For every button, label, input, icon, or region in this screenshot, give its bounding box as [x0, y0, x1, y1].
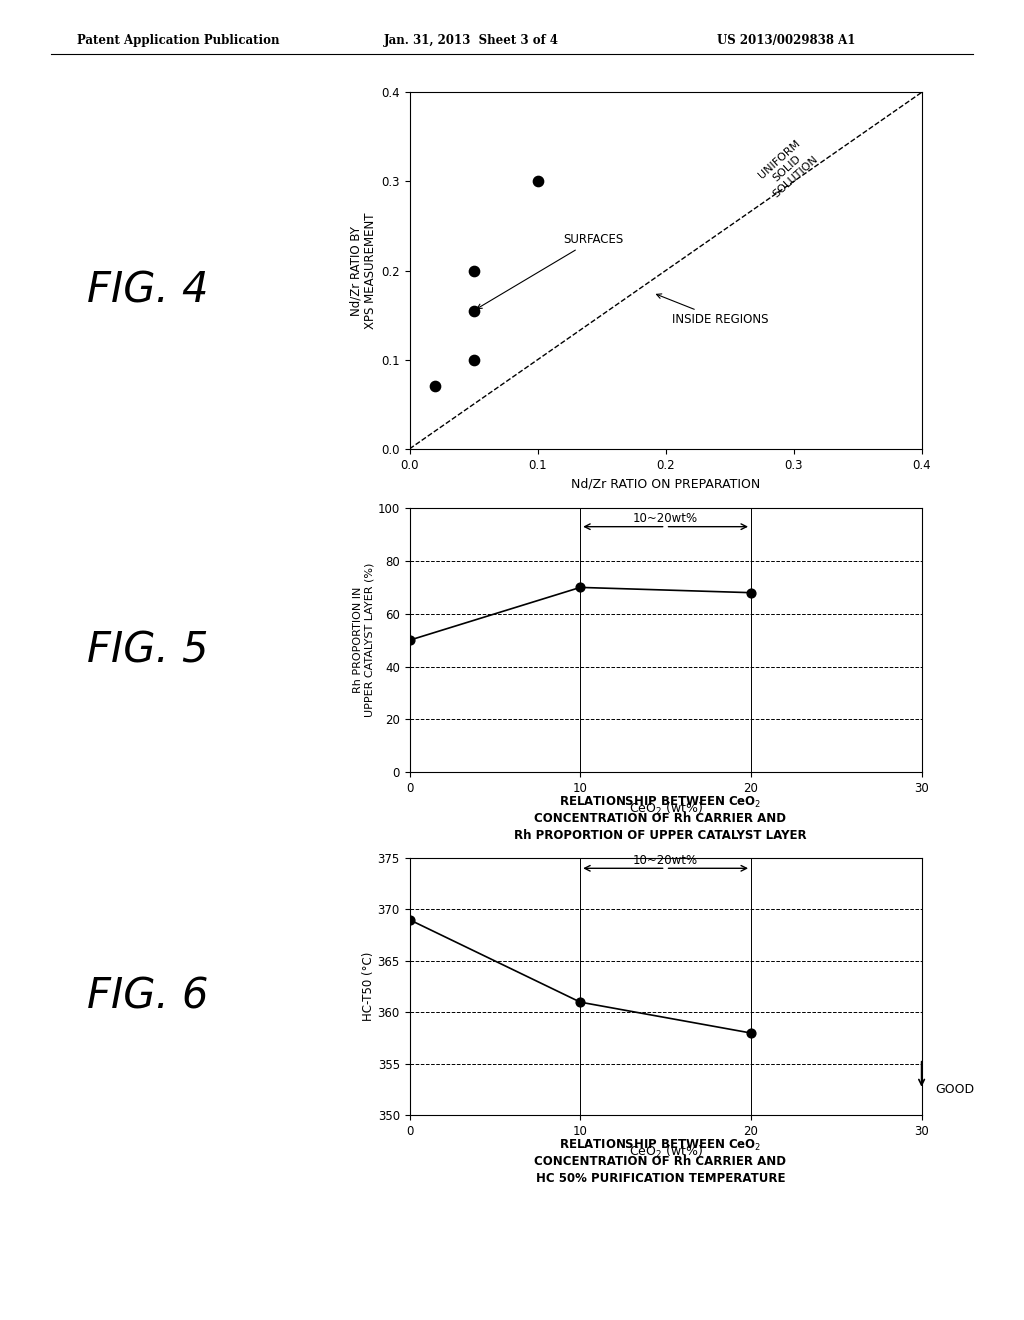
- Point: [572, 991, 589, 1012]
- Text: CONCENTRATION OF Rh CARRIER AND: CONCENTRATION OF Rh CARRIER AND: [535, 1155, 786, 1168]
- Text: HC 50% PURIFICATION TEMPERATURE: HC 50% PURIFICATION TEMPERATURE: [536, 1172, 785, 1185]
- Point: [465, 348, 482, 370]
- Text: 10~20wt%: 10~20wt%: [633, 854, 698, 866]
- Point: [427, 376, 443, 397]
- Text: FIG. 6: FIG. 6: [87, 975, 209, 1018]
- Text: FIG. 5: FIG. 5: [87, 630, 209, 672]
- Text: GOOD: GOOD: [935, 1084, 975, 1096]
- Point: [401, 909, 418, 931]
- Text: CONCENTRATION OF Rh CARRIER AND: CONCENTRATION OF Rh CARRIER AND: [535, 812, 786, 825]
- X-axis label: CeO$_2$ (wt%): CeO$_2$ (wt%): [629, 1143, 702, 1160]
- X-axis label: Nd/Zr RATIO ON PREPARATION: Nd/Zr RATIO ON PREPARATION: [571, 477, 760, 490]
- Text: UNIFORM
SOLID
SOLUTION: UNIFORM SOLID SOLUTION: [755, 137, 819, 199]
- Text: FIG. 4: FIG. 4: [87, 269, 209, 312]
- Point: [572, 577, 589, 598]
- Point: [401, 630, 418, 651]
- Y-axis label: Nd/Zr RATIO BY
XPS MEASUREMENT: Nd/Zr RATIO BY XPS MEASUREMENT: [349, 213, 377, 329]
- Point: [742, 1023, 759, 1044]
- X-axis label: CeO$_2$ (wt%): CeO$_2$ (wt%): [629, 800, 702, 817]
- Text: INSIDE REGIONS: INSIDE REGIONS: [656, 294, 768, 326]
- Y-axis label: Rh PROPORTION IN
UPPER CATALYST LAYER (%): Rh PROPORTION IN UPPER CATALYST LAYER (%…: [353, 564, 375, 717]
- Point: [465, 300, 482, 321]
- Text: 10~20wt%: 10~20wt%: [633, 512, 698, 525]
- Point: [529, 170, 546, 191]
- Point: [742, 582, 759, 603]
- Text: RELATIONSHIP BETWEEN CeO$_2$: RELATIONSHIP BETWEEN CeO$_2$: [559, 795, 762, 809]
- Text: US 2013/0029838 A1: US 2013/0029838 A1: [717, 34, 855, 48]
- Text: Patent Application Publication: Patent Application Publication: [77, 34, 280, 48]
- Text: Rh PROPORTION OF UPPER CATALYST LAYER: Rh PROPORTION OF UPPER CATALYST LAYER: [514, 829, 807, 842]
- Text: RELATIONSHIP BETWEEN CeO$_2$: RELATIONSHIP BETWEEN CeO$_2$: [559, 1138, 762, 1152]
- Text: SURFACES: SURFACES: [477, 232, 624, 309]
- Text: Jan. 31, 2013  Sheet 3 of 4: Jan. 31, 2013 Sheet 3 of 4: [384, 34, 559, 48]
- Y-axis label: HC-T50 (°C): HC-T50 (°C): [361, 952, 375, 1022]
- Point: [465, 260, 482, 281]
